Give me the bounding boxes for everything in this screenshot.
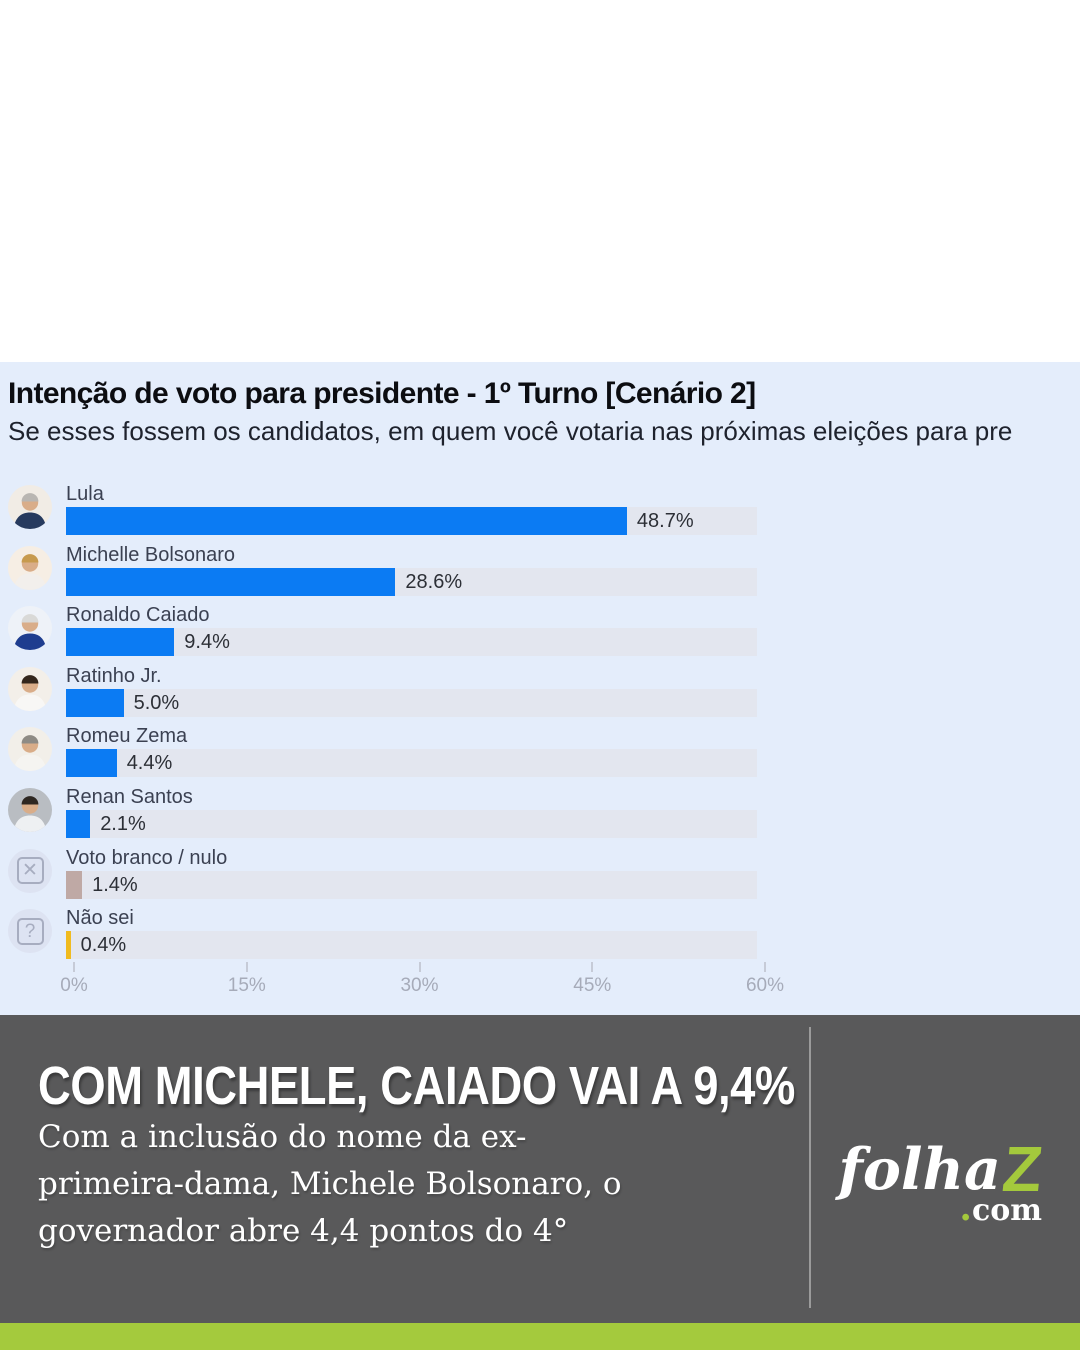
chart-row: Ratinho Jr. 5.0% — [8, 664, 1072, 727]
bar-value-label: 48.7% — [636, 510, 694, 532]
renan-santos-avatar — [8, 787, 52, 832]
folhaz-logo: folhaZ .com — [838, 1133, 1046, 1228]
bar-value-label: 2.1% — [100, 812, 146, 835]
bar-fill — [66, 507, 627, 535]
bar-fill — [66, 931, 71, 960]
bar-value-label: 1.4% — [92, 873, 138, 896]
x-axis-tick-mark — [73, 962, 75, 972]
logo-z: Z — [999, 1133, 1046, 1205]
subheadline: Com a inclusão do nome da ex- primeira-d… — [38, 1114, 622, 1255]
candidate-name-label: Não sei — [66, 907, 134, 930]
vertical-divider — [809, 1027, 811, 1308]
lula-avatar — [8, 485, 52, 529]
logo-word: folha — [838, 1136, 1001, 1203]
folhaz-logo-wordmark: folhaZ — [838, 1133, 1046, 1205]
bar-track: 48.7% — [66, 507, 757, 535]
x-axis-tick-label: 0% — [60, 975, 88, 996]
bar-value-label: 9.4% — [184, 631, 230, 654]
chart-row: Ronaldo Caiado 9.4% — [8, 605, 1072, 666]
bar-track: 9.4% — [66, 628, 757, 657]
bar-fill — [66, 809, 91, 838]
lula-avatar — [8, 485, 52, 529]
bar-value-label: 28.6% — [405, 570, 463, 593]
ronaldo-caiado-avatar — [8, 606, 52, 651]
candidate-name-label: Lula — [66, 483, 104, 505]
logo-com: .com — [838, 1190, 1042, 1228]
subheadline-line: governador abre 4,4 pontos do 4° — [38, 1213, 569, 1249]
candidate-name-label: Voto branco / nulo — [66, 846, 228, 869]
renan-santos-avatar — [8, 787, 52, 832]
x-axis-tick-mark — [245, 962, 248, 972]
x-axis-tick-mark — [764, 962, 766, 972]
x-axis-tick-mark — [591, 962, 594, 972]
romeu-zema-avatar — [8, 727, 52, 772]
bar-track: 5.0% — [66, 688, 757, 717]
bar-chart: Lula 48.7% Michelle Bolsonaro 28.6% Rona… — [8, 484, 1072, 969]
x-axis-tick-label: 15% — [227, 975, 266, 996]
candidate-name-label: Michelle Bolsonaro — [66, 543, 235, 566]
blank-vote-icon: ✕ — [8, 848, 52, 893]
chart-panel: Intenção de voto para presidente - 1º Tu… — [0, 362, 1080, 1015]
michelle-bolsonaro-avatar — [8, 545, 52, 590]
bar-value-label: 4.4% — [126, 752, 173, 775]
subheadline-line: Com a inclusão do nome da ex- — [38, 1119, 527, 1155]
question-icon: ? — [8, 909, 52, 954]
ratinho-jr-avatar — [8, 666, 52, 711]
chart-row: ? Não sei 0.4% — [8, 908, 1072, 969]
michelle-bolsonaro-avatar — [8, 545, 52, 590]
bar-track: 28.6% — [66, 567, 757, 596]
x-axis-tick-mark — [418, 962, 421, 972]
ronaldo-caiado-avatar — [8, 606, 52, 651]
chart-title: Intenção de voto para presidente - 1º Tu… — [8, 377, 756, 410]
bar-fill — [66, 870, 83, 899]
bar-fill — [66, 688, 124, 717]
bar-fill — [66, 628, 175, 657]
bar-track: 0.4% — [66, 931, 757, 960]
candidate-name-label: Romeu Zema — [66, 725, 188, 748]
chart-row: Michelle Bolsonaro 28.6% — [8, 543, 1072, 606]
candidate-name-label: Renan Santos — [66, 785, 193, 808]
chart-row: Romeu Zema 4.4% — [8, 726, 1072, 787]
x-axis-tick-label: 45% — [573, 975, 612, 996]
chart-subtitle: Se esses fossem os candidatos, em quem v… — [8, 416, 1013, 446]
candidate-name-label: Ronaldo Caiado — [66, 604, 210, 627]
x-axis-tick-label: 30% — [400, 975, 439, 996]
bar-track: 2.1% — [66, 809, 757, 838]
bar-value-label: 0.4% — [80, 934, 127, 957]
chart-row: ✕ Voto branco / nulo 1.4% — [8, 846, 1072, 909]
candidate-name-label: Ratinho Jr. — [66, 664, 162, 687]
subheadline-line: primeira-dama, Michele Bolsonaro, o — [38, 1166, 622, 1202]
bar-value-label: 5.0% — [133, 691, 180, 714]
chart-row: Renan Santos 2.1% — [8, 785, 1072, 848]
question-icon: ? — [8, 909, 52, 954]
headline: COM MICHELE, CAIADO VAI A 9,4% — [38, 1056, 795, 1116]
logo-com-text: com — [971, 1193, 1042, 1228]
blank-vote-icon: ✕ — [8, 848, 52, 893]
ratinho-jr-avatar — [8, 666, 52, 711]
x-axis-tick-label: 60% — [745, 975, 785, 996]
bar-track: 4.4% — [66, 749, 757, 778]
chart-row: Lula 48.7% — [8, 484, 1072, 545]
bar-fill — [66, 749, 117, 778]
bar-track: 1.4% — [66, 870, 757, 899]
romeu-zema-avatar — [8, 727, 52, 772]
bar-fill — [66, 567, 396, 596]
footer-panel: COM MICHELE, CAIADO VAI A 9,4% Com a inc… — [0, 1015, 1080, 1323]
logo-dot: . — [959, 1187, 972, 1229]
x-axis: 0% 15% 30% 45% 60% — [60, 962, 784, 998]
bottom-green-strip — [0, 1323, 1080, 1350]
